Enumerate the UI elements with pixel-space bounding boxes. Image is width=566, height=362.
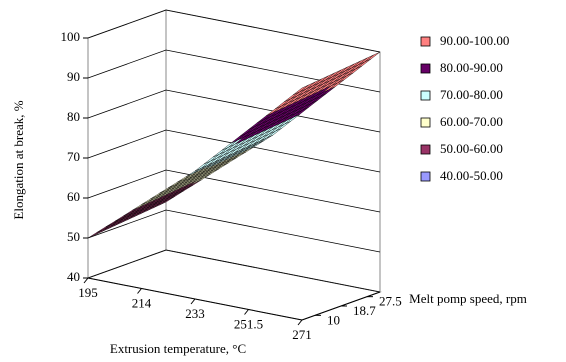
legend-label: 80.00-90.00 <box>440 60 503 75</box>
legend-label: 40.00-50.00 <box>440 168 503 183</box>
grid-line <box>87 89 381 133</box>
y-tick-label: 10 <box>327 312 340 327</box>
grid-line <box>87 169 381 213</box>
legend-swatch <box>420 36 431 47</box>
legend-label: 60.00-70.00 <box>440 114 503 129</box>
legend-label: 70.00-80.00 <box>440 87 503 102</box>
legend-swatch <box>420 117 431 128</box>
grid-line <box>87 9 381 53</box>
legend-swatch <box>420 90 431 101</box>
surface-cell <box>292 84 309 96</box>
y-tick-label: 27.5 <box>379 294 402 309</box>
x-tick <box>190 298 196 305</box>
legend-swatch <box>420 171 431 182</box>
grid-line <box>87 209 381 253</box>
y-tick-label: 18.7 <box>353 303 376 318</box>
x-tick <box>297 319 303 326</box>
z-tick-label: 60 <box>67 189 80 204</box>
y-axis-title: Melt pomp speed, rpm <box>409 291 527 306</box>
x-axis-title: Extrusion temperature, °C <box>110 341 246 356</box>
surface-cell <box>96 223 113 233</box>
z-tick-label: 70 <box>67 149 80 164</box>
legend-swatch <box>420 63 431 74</box>
z-tick-label: 90 <box>67 69 80 84</box>
x-tick-label: 214 <box>132 295 152 310</box>
grid-line <box>87 49 381 93</box>
x-tick-label: 233 <box>185 306 205 321</box>
x-tick-label: 251.5 <box>234 316 263 331</box>
legend-label: 50.00-60.00 <box>440 141 503 156</box>
legend-swatch <box>420 144 431 155</box>
x-tick <box>137 288 142 294</box>
z-tick-label: 40 <box>67 269 80 284</box>
surface-cell <box>364 51 381 63</box>
grid-line <box>87 129 381 173</box>
z-tick-label: 80 <box>67 109 80 124</box>
z-axis-title: Elongation at break, % <box>11 100 26 219</box>
x-tick <box>83 277 89 284</box>
x-tick-label: 271 <box>292 327 312 342</box>
z-tick-label: 100 <box>61 29 81 44</box>
surface-cell <box>357 54 374 66</box>
legend-label: 90.00-100.00 <box>440 33 509 48</box>
x-tick <box>244 309 249 315</box>
z-tick-label: 50 <box>67 229 80 244</box>
x-tick-label: 195 <box>78 285 98 300</box>
grid-line <box>87 249 381 293</box>
